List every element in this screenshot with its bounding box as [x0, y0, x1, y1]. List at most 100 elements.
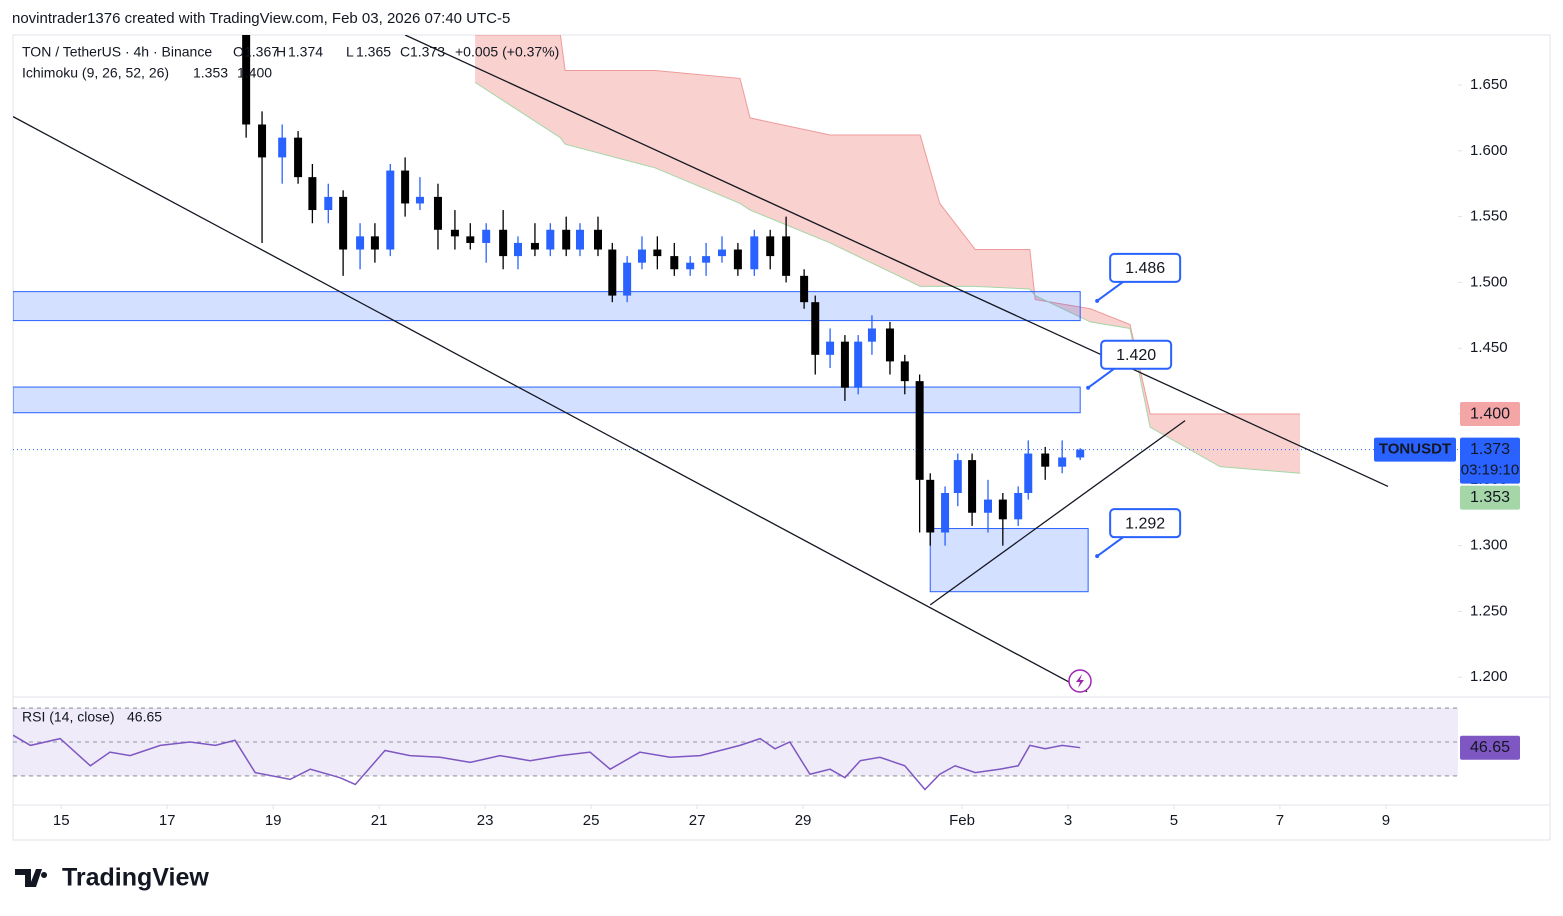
candle-body [811, 302, 820, 355]
candle-body [867, 328, 876, 342]
candle-body [294, 137, 303, 178]
candle-body [242, 35, 251, 125]
legend-value: 1.373 [410, 44, 445, 60]
y-tick-label: 1.200 [1470, 668, 1508, 685]
candle-body [670, 256, 679, 270]
y-tick-label: 1.300 [1470, 537, 1508, 554]
y-tick-label: 1.600 [1470, 142, 1508, 159]
candle-body [702, 256, 711, 263]
x-tick-label: 25 [583, 812, 600, 829]
y-tick-label: 1.650 [1470, 76, 1508, 93]
trendline [404, 35, 1389, 488]
price-tag-label: 1.400 [1470, 405, 1510, 422]
legend-value: 1.374 [288, 44, 323, 60]
candle-body [941, 493, 950, 533]
candle-body [546, 229, 555, 250]
legend-change: +0.005 (+0.37%) [455, 44, 559, 60]
rsi-legend-value: 46.65 [127, 709, 162, 725]
callout-pointer [1087, 367, 1115, 389]
candle-body [386, 170, 395, 250]
header-text: novintrader1376 created with TradingView… [12, 10, 510, 27]
rsi-line [13, 734, 1081, 791]
zone [929, 528, 1089, 593]
candle-body [513, 242, 522, 257]
candle-body [968, 460, 977, 513]
candle-body [717, 249, 726, 257]
chart-frame [12, 34, 1551, 841]
candle-body [1076, 449, 1085, 458]
candle-body [782, 236, 791, 276]
candle-body [637, 249, 646, 263]
x-tick-label: 17 [159, 812, 176, 829]
x-tick-label: 7 [1276, 812, 1284, 829]
callout-label: 1.292 [1125, 515, 1165, 532]
candle-body [258, 124, 267, 158]
price-tag [1460, 402, 1520, 427]
callout-anchor [1095, 298, 1100, 303]
candle-body [826, 341, 835, 355]
candle-body [370, 236, 379, 250]
brand: TradingView [62, 864, 209, 892]
callout-pointer [1096, 536, 1124, 557]
y-tick-label: 1.550 [1470, 208, 1508, 225]
candle-body [766, 236, 775, 257]
legend-key: L [346, 44, 354, 60]
symbol-tag [1374, 437, 1456, 462]
candle-body [953, 460, 962, 494]
callout-box [1109, 508, 1182, 539]
candle-body [466, 236, 475, 243]
candle-body [800, 275, 809, 303]
x-tick-label: Feb [949, 812, 975, 829]
x-tick-label: 5 [1170, 812, 1178, 829]
x-tick-label: 19 [265, 812, 282, 829]
candle-body [998, 499, 1007, 520]
candle-body [854, 341, 863, 388]
candle-body [575, 229, 584, 250]
candle-body [308, 177, 317, 211]
rsi-tag-label: 46.65 [1470, 739, 1510, 756]
candle-body [356, 236, 365, 250]
indicator-value: 1.400 [237, 65, 272, 81]
candle-body [983, 499, 992, 513]
rsi-title: RSI (14, close) [22, 709, 115, 725]
zone [13, 386, 1081, 414]
candle-body [433, 196, 442, 230]
legend-symbol: TON / TetherUS · 4h · Binance [22, 44, 212, 60]
candle-body [623, 262, 632, 296]
legend-value: 1.365 [356, 44, 391, 60]
candle-body [608, 249, 617, 296]
indicator-value: 1.353 [193, 65, 228, 81]
candle-body [1041, 453, 1050, 467]
ichimoku-cloud [475, 35, 1301, 474]
price-tag-label: 1.353 [1470, 489, 1510, 506]
x-tick-label: 9 [1382, 812, 1390, 829]
candle-body [885, 328, 894, 362]
price-tag [1460, 485, 1520, 510]
candle-body [324, 196, 333, 211]
trendline [13, 116, 1088, 693]
callout-pointer [1096, 281, 1124, 302]
candle-body [733, 249, 742, 270]
legend-value: 1.367 [244, 44, 279, 60]
candle-body [482, 229, 491, 243]
symbol-tag-label: TONUSDT [1379, 441, 1451, 458]
candle-body [900, 361, 909, 382]
x-tick-label: 15 [53, 812, 70, 829]
x-tick-label: 3 [1064, 812, 1072, 829]
candle-body [686, 262, 695, 270]
candle-body [401, 170, 410, 204]
price-tag-label: 1.373 [1470, 441, 1510, 458]
zone [13, 291, 1081, 322]
candle-body [415, 196, 424, 204]
trendline [929, 420, 1186, 606]
indicator-name: Ichimoku (9, 26, 52, 26) [22, 65, 169, 81]
callout-label: 1.486 [1125, 260, 1165, 277]
callout-box [1100, 339, 1173, 370]
price-tag [1460, 437, 1520, 484]
y-tick-label: 1.450 [1470, 339, 1508, 356]
flash-icon [1068, 669, 1092, 693]
legend-key: O [233, 44, 244, 60]
candle-body [653, 249, 662, 257]
candle-body [593, 229, 602, 250]
